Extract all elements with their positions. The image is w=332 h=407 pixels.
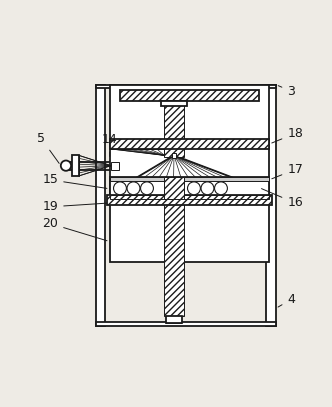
Bar	[110, 139, 269, 149]
Text: 16: 16	[262, 188, 303, 210]
Text: 15: 15	[42, 173, 107, 188]
Bar	[166, 316, 182, 323]
Bar	[161, 101, 187, 106]
Text: 3: 3	[278, 85, 295, 98]
Text: 19: 19	[42, 200, 107, 213]
Text: 4: 4	[278, 293, 295, 307]
Bar	[96, 322, 276, 326]
Bar	[266, 85, 276, 326]
Bar	[96, 85, 276, 88]
Circle shape	[214, 182, 227, 195]
Circle shape	[140, 182, 153, 195]
Text: 14: 14	[102, 133, 118, 156]
Text: 18: 18	[272, 127, 303, 143]
Bar	[111, 162, 119, 169]
Bar	[110, 177, 269, 199]
Bar	[107, 195, 272, 205]
Bar	[164, 199, 184, 316]
Circle shape	[127, 182, 140, 195]
Text: 20: 20	[42, 217, 107, 241]
Text: 5: 5	[38, 132, 59, 163]
Bar	[164, 177, 184, 199]
Bar	[72, 155, 79, 176]
Text: 17: 17	[272, 163, 303, 179]
Bar	[120, 90, 259, 101]
Bar	[110, 177, 269, 181]
Circle shape	[188, 182, 201, 195]
Bar	[172, 153, 176, 158]
Bar	[164, 101, 184, 157]
Circle shape	[201, 182, 214, 195]
Bar	[110, 85, 269, 262]
Bar	[96, 85, 105, 326]
Bar	[110, 195, 269, 199]
Circle shape	[114, 182, 126, 195]
Circle shape	[61, 160, 71, 171]
